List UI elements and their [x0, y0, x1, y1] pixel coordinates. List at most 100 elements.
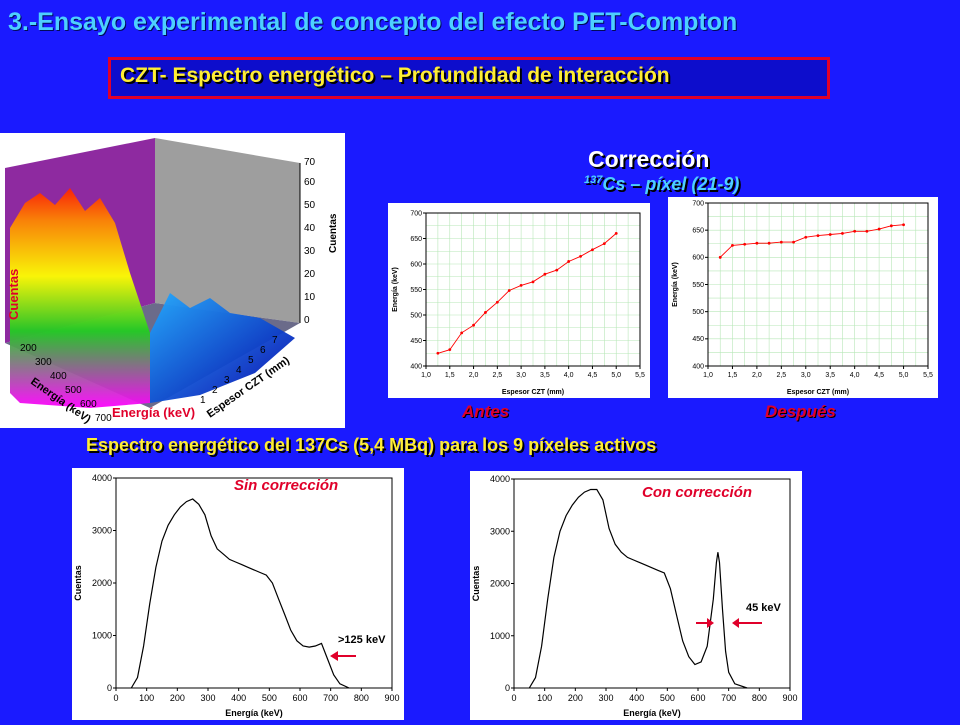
data-point [804, 235, 808, 239]
y-tick-label: 550 [410, 287, 422, 294]
data-point [828, 233, 832, 236]
y-tick: 1 [200, 395, 206, 406]
x-tick-label: 200 [170, 693, 185, 703]
x-tick-label: 600 [292, 693, 307, 703]
x-tick-label: 5,5 [923, 372, 933, 379]
data-point [865, 229, 869, 233]
after-label: Después [765, 402, 836, 421]
x-tick-label: 4,0 [564, 372, 574, 379]
x-tick-label: 100 [537, 693, 552, 703]
surface-y-ticks: 1 2 3 4 5 6 7 [200, 335, 278, 406]
data-point [519, 284, 523, 287]
x-tick-label: 2,0 [469, 372, 479, 379]
x-tick-label: 3,0 [516, 372, 526, 379]
x-tick: 200 [20, 343, 37, 354]
x-tick-label: 0 [113, 693, 118, 703]
z-tick: 50 [304, 200, 316, 211]
y-axis-label: Cuentas [471, 566, 481, 602]
data-point [555, 268, 559, 272]
data-point [853, 229, 857, 233]
x-tick: 300 [35, 357, 52, 368]
x-tick-label: 4,0 [850, 372, 860, 379]
surface-peak [10, 188, 150, 408]
data-point [731, 243, 734, 247]
x-tick-label: 300 [200, 693, 215, 703]
slide-title: 3.-Ensayo experimental de concepto del e… [8, 8, 738, 36]
isotope-label: 137Cs – píxel (21-9) [584, 174, 739, 195]
data-point [460, 331, 464, 335]
x-tick-label: 3,5 [825, 372, 835, 379]
before-label: Antes [462, 402, 510, 421]
x-tick-label: 1,0 [421, 372, 431, 379]
series-line [528, 488, 748, 689]
series-line [437, 233, 617, 354]
y-tick-label: 4000 [490, 474, 510, 484]
x-axis-label: Espesor CZT (mm) [787, 389, 849, 396]
x-tick-label: 1,5 [445, 372, 455, 379]
data-point [579, 254, 582, 258]
spectrum-right-arrows [696, 618, 762, 628]
data-point [718, 255, 722, 259]
data-point [591, 248, 594, 252]
x-tick: 400 [50, 371, 67, 382]
x-tick-label: 600 [690, 693, 705, 703]
x-tick-label: 2,5 [492, 372, 502, 379]
y-tick-label: 3000 [490, 526, 510, 536]
z-tick: 10 [304, 292, 316, 303]
surface-z-ticks: 0 10 20 30 40 50 60 70 [304, 157, 316, 326]
x-tick-label: 500 [660, 693, 675, 703]
x-tick-label: 4,5 [874, 372, 884, 379]
x-tick-label: 1,5 [728, 372, 738, 379]
y-tick-label: 500 [692, 309, 704, 316]
data-point [755, 241, 759, 245]
y-tick-label: 700 [692, 200, 704, 207]
x-tick-label: 500 [262, 693, 277, 703]
x-tick: 500 [65, 385, 82, 396]
x-tick-label: 700 [323, 693, 338, 703]
surface-side-wall [155, 138, 300, 323]
data-point [779, 240, 783, 244]
y-tick-label: 600 [410, 261, 422, 268]
isotope-text: Cs – píxel (21-9) [602, 174, 740, 194]
x-tick-label: 3,5 [540, 372, 550, 379]
spectrum-caption: Espectro energético del 137Cs (5,4 MBq) … [86, 435, 657, 455]
y-tick-label: 400 [410, 363, 422, 370]
data-point [543, 272, 547, 276]
x-tick-label: 100 [139, 693, 154, 703]
x-axis-label: Energía (keV) [623, 708, 681, 718]
data-point [507, 289, 511, 292]
y-tick: 4 [236, 365, 242, 376]
x-tick-label: 4,5 [588, 372, 598, 379]
subtitle-box [108, 57, 830, 99]
x-tick-label: 5,0 [899, 372, 909, 379]
spectrum-left-annotation: >125 keV [338, 634, 386, 646]
z-tick: 40 [304, 223, 316, 234]
x-tick-label: 900 [384, 693, 399, 703]
x-tick-label: 200 [568, 693, 583, 703]
correction-heading: Corrección [588, 146, 710, 172]
series-line [130, 498, 350, 689]
surface-energy-overlay: Energía (keV) [112, 405, 196, 420]
y-tick: 6 [260, 345, 266, 356]
y-tick-label: 650 [692, 228, 704, 235]
z-tick: 70 [304, 157, 316, 168]
y-axis-label: Cuentas [73, 565, 83, 601]
surface-x-ticks: 200 300 400 500 600 700 [20, 343, 112, 424]
surface-side-label: Cuentas [6, 268, 21, 320]
spectrum-uncorrected: 0 100 200 300 400 500 600 700 800 900 0 1000 2000 300… [73, 473, 400, 718]
spectrum-corrected: 0 100 200 300 400 500 600 700 800 900 0 1000 2000 300… [471, 474, 798, 718]
y-tick-label: 0 [505, 683, 510, 693]
y-tick-label: 0 [107, 683, 112, 693]
data-point [816, 234, 820, 237]
data-point [743, 242, 747, 246]
x-tick-label: 400 [629, 693, 644, 703]
y-tick-label: 4000 [92, 473, 112, 483]
data-point [614, 232, 618, 235]
y-tick: 2 [212, 385, 218, 396]
data-point [602, 242, 606, 245]
x-tick-label: 5,0 [611, 372, 621, 379]
x-tick-label: 2,5 [776, 372, 786, 379]
data-point [767, 241, 771, 245]
x-tick: 600 [80, 399, 97, 410]
y-tick-label: 1000 [490, 631, 510, 641]
